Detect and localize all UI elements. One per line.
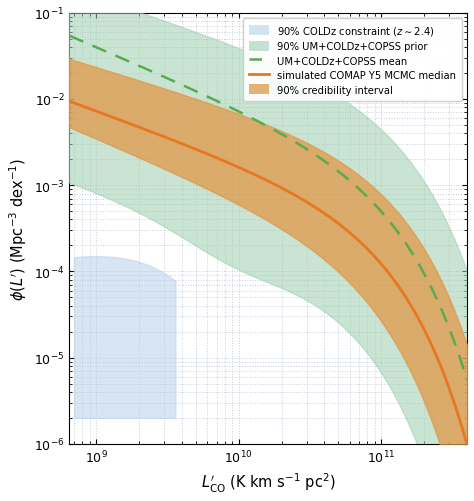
- X-axis label: $L^{\prime}_{\rm CO}$ (K km s$^{-1}$ pc$^{2}$): $L^{\prime}_{\rm CO}$ (K km s$^{-1}$ pc$…: [201, 471, 336, 494]
- Legend: 90% COLDz constraint ($z \sim 2.4$), 90% UM+COLDz+COPSS prior, UM+COLDz+COPSS me: 90% COLDz constraint ($z \sim 2.4$), 90%…: [243, 19, 462, 102]
- Y-axis label: $\phi(L^{\prime})$ (Mpc$^{-3}$ dex$^{-1}$): $\phi(L^{\prime})$ (Mpc$^{-3}$ dex$^{-1}…: [7, 157, 28, 300]
